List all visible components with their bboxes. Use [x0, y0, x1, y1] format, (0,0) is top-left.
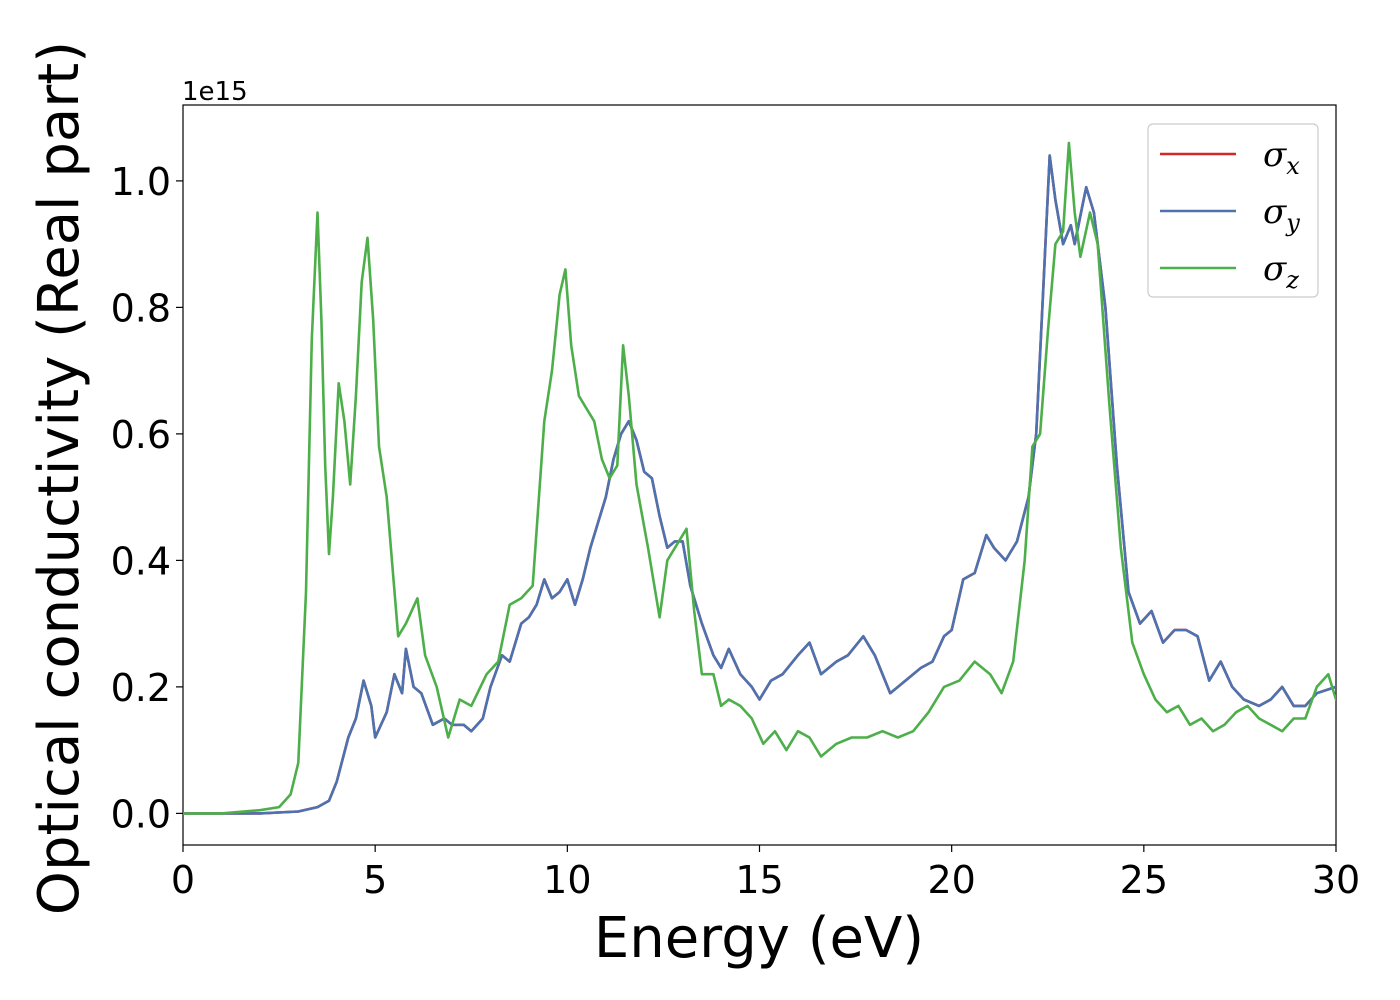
y-axis: 0.0 0.2 0.4 0.6 0.8 1.0	[111, 160, 183, 836]
x-tick-label: 0	[171, 858, 195, 902]
series-line-z	[183, 141, 1336, 815]
x-tick-label: 15	[735, 858, 783, 902]
legend: σx σy σz	[1147, 123, 1319, 298]
plot-area	[182, 104, 1337, 846]
x-axis: 0 5 10 15 20 25 30	[171, 845, 1360, 902]
x-tick-label: 10	[543, 858, 591, 902]
legend-label: σx	[1263, 135, 1300, 180]
x-tick-label: 5	[363, 858, 387, 902]
x-tick-label: 30	[1312, 858, 1360, 902]
x-tick-label: 25	[1120, 858, 1168, 902]
series-layer	[183, 141, 1336, 815]
y-tick-label: 0.6	[111, 413, 171, 457]
legend-label: σz	[1263, 249, 1299, 294]
y-axis-title: Optical conductivity (Real part)	[27, 41, 92, 915]
y-tick-label: 0.0	[111, 792, 171, 836]
legend-entry-y: σy	[1160, 192, 1300, 237]
y-tick-label: 0.2	[111, 666, 171, 710]
x-tick-label: 20	[927, 858, 975, 902]
y-axis-offset-text: 1e15	[182, 77, 248, 107]
y-tick-label: 1.0	[111, 160, 171, 204]
x-axis-title: Energy (eV)	[594, 906, 924, 971]
legend-label: σy	[1263, 192, 1300, 237]
plot-frame	[182, 104, 1337, 846]
series-line-y	[183, 154, 1336, 815]
legend-entry-z: σz	[1160, 249, 1299, 294]
legend-entry-x: σx	[1160, 135, 1300, 180]
y-tick-label: 0.4	[111, 539, 171, 583]
y-tick-label: 0.8	[111, 286, 171, 330]
